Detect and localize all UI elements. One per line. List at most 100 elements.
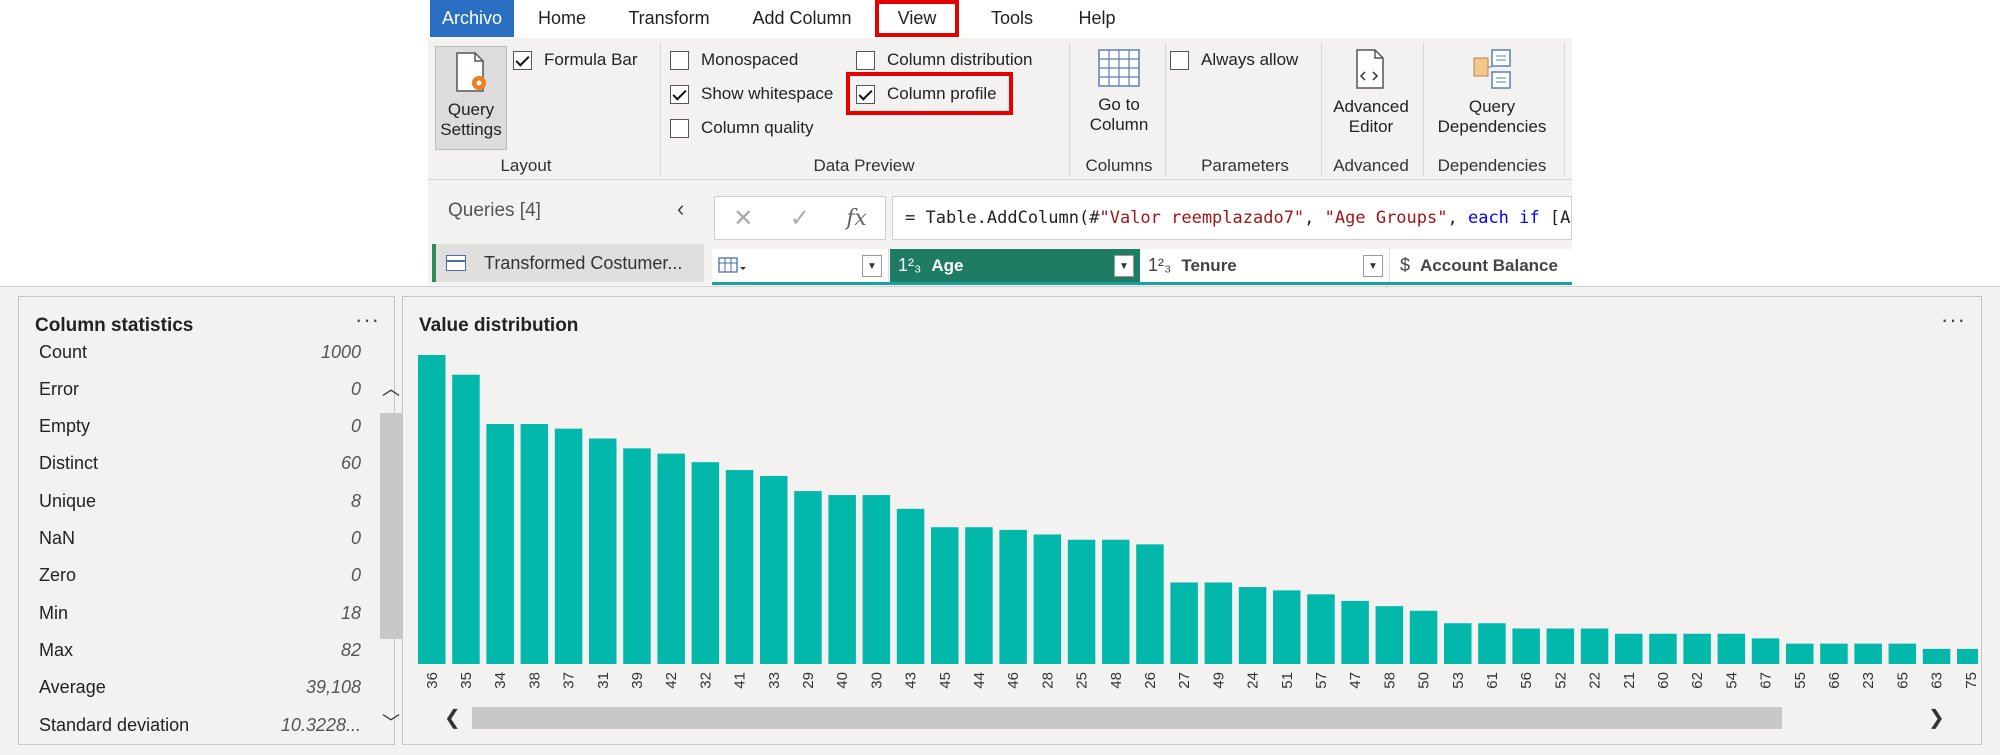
- checkbox-icon[interactable]: [670, 50, 689, 70]
- column-header-tenure[interactable]: 1²₃ Tenure ▼: [1140, 249, 1390, 282]
- fx-icon[interactable]: fx: [846, 205, 867, 231]
- bar-57[interactable]: [1307, 594, 1335, 664]
- bar-33[interactable]: [760, 475, 788, 664]
- advanced-editor-button[interactable]: Advanced Editor: [1326, 46, 1416, 150]
- bar-26[interactable]: [1136, 544, 1164, 664]
- vertical-scrollbar[interactable]: ︿ ﹀: [380, 367, 402, 747]
- tab-help[interactable]: Help: [1078, 8, 1116, 28]
- bar-66[interactable]: [1820, 643, 1848, 664]
- bar-47[interactable]: [1341, 600, 1369, 664]
- bar-51[interactable]: [1273, 590, 1301, 664]
- chevron-up-icon[interactable]: ︿: [382, 379, 400, 399]
- checkbox-icon[interactable]: [1170, 50, 1189, 70]
- table-menu-button[interactable]: [712, 249, 752, 282]
- chevron-right-icon[interactable]: ❯: [1928, 707, 1945, 729]
- monospaced-checkbox[interactable]: Monospaced: [670, 48, 798, 72]
- bar-50[interactable]: [1409, 610, 1438, 664]
- bar-24[interactable]: [1238, 587, 1267, 664]
- bar-43[interactable]: [896, 508, 925, 664]
- bar-62[interactable]: [1683, 633, 1711, 664]
- bar-42[interactable]: [657, 453, 685, 664]
- bar-55[interactable]: [1786, 643, 1814, 664]
- formula-bar-checkbox[interactable]: Formula Bar: [513, 48, 638, 72]
- x-tick-label: 42: [663, 672, 680, 689]
- bar-28[interactable]: [1033, 534, 1062, 664]
- column-profile-checkbox[interactable]: Column profile: [856, 82, 997, 106]
- x-tick-label: 33: [766, 672, 783, 689]
- go-to-column-button[interactable]: Go to Column: [1078, 46, 1160, 150]
- tab-view[interactable]: View: [875, 0, 959, 37]
- column-header-age[interactable]: 1²₃ Age ▼: [890, 249, 1140, 282]
- formula-input[interactable]: = Table.AddColumn(#"Valor reemplazado7",…: [892, 196, 1572, 240]
- bar-27[interactable]: [1170, 582, 1198, 664]
- bar-48[interactable]: [1102, 539, 1130, 664]
- bar-37[interactable]: [554, 428, 583, 664]
- scroll-thumb[interactable]: [380, 413, 402, 639]
- bar-41[interactable]: [725, 470, 754, 664]
- column-header-account-balance[interactable]: $ Account Balance: [1392, 249, 1572, 282]
- bar-56[interactable]: [1512, 628, 1540, 664]
- confirm-icon[interactable]: ✓: [789, 204, 810, 232]
- chevron-down-icon[interactable]: ﹀: [382, 713, 400, 733]
- bar-31[interactable]: [589, 438, 617, 664]
- always-allow-label: Always allow: [1201, 50, 1299, 69]
- bar-22[interactable]: [1580, 628, 1609, 664]
- tab-home[interactable]: Home: [537, 8, 586, 28]
- bar-63[interactable]: [1922, 648, 1951, 664]
- cancel-icon[interactable]: ✕: [733, 204, 754, 232]
- bar-25[interactable]: [1067, 539, 1096, 664]
- bar-40[interactable]: [828, 495, 856, 664]
- bar-61[interactable]: [1478, 623, 1506, 664]
- bar-39[interactable]: [623, 448, 651, 664]
- stat-row: Unique 8: [39, 486, 361, 516]
- tab-tools[interactable]: Tools: [990, 8, 1034, 28]
- scroll-thumb[interactable]: [472, 707, 1782, 729]
- dropdown-icon[interactable]: ▼: [1114, 255, 1134, 277]
- bar-53[interactable]: [1444, 623, 1472, 664]
- column-distribution-checkbox[interactable]: Column distribution: [856, 48, 1033, 72]
- collapse-chevron-icon[interactable]: ‹: [677, 196, 685, 221]
- bar-32[interactable]: [691, 462, 720, 664]
- bar-46[interactable]: [999, 529, 1027, 664]
- checkbox-icon[interactable]: [856, 84, 875, 104]
- checkbox-icon[interactable]: [670, 84, 689, 104]
- checkbox-icon[interactable]: [856, 50, 875, 70]
- checkbox-icon[interactable]: [513, 50, 532, 70]
- query-settings-button[interactable]: Query Settings: [435, 46, 507, 150]
- bar-65[interactable]: [1888, 643, 1917, 664]
- tab-transform[interactable]: Transform: [628, 8, 710, 28]
- bar-45[interactable]: [931, 527, 959, 664]
- tab-archivo[interactable]: Archivo: [430, 0, 514, 37]
- always-allow-checkbox[interactable]: Always allow: [1170, 48, 1298, 72]
- query-item[interactable]: Transformed Costumer...: [432, 244, 704, 282]
- bar-35[interactable]: [452, 374, 480, 664]
- dropdown-icon[interactable]: ▼: [1363, 255, 1383, 277]
- checkbox-icon[interactable]: [670, 118, 689, 138]
- bar-34[interactable]: [486, 424, 514, 664]
- dropdown-icon[interactable]: ▼: [862, 255, 882, 277]
- bar-58[interactable]: [1375, 606, 1404, 664]
- bar-49[interactable]: [1204, 582, 1233, 664]
- bar-75[interactable]: [1957, 648, 1978, 664]
- bar-60[interactable]: [1649, 633, 1677, 664]
- bar-52[interactable]: [1546, 628, 1575, 664]
- tab-add-column[interactable]: Add Column: [752, 8, 852, 28]
- show-whitespace-checkbox[interactable]: Show whitespace: [670, 82, 833, 106]
- more-options-icon[interactable]: ···: [355, 307, 380, 332]
- bar-38[interactable]: [520, 424, 549, 664]
- bar-54[interactable]: [1717, 633, 1746, 664]
- chevron-left-icon[interactable]: ❮: [444, 707, 461, 729]
- column-quality-checkbox[interactable]: Column quality: [670, 116, 813, 140]
- more-options-icon[interactable]: ···: [1941, 307, 1966, 332]
- column-header-blank[interactable]: ▼: [752, 249, 889, 282]
- bar-30[interactable]: [862, 495, 891, 664]
- bar-23[interactable]: [1854, 643, 1882, 664]
- bar-36[interactable]: [418, 355, 446, 664]
- x-tick-label: 56: [1518, 672, 1535, 689]
- horizontal-scrollbar[interactable]: ❮ ❯: [440, 705, 1975, 731]
- bar-21[interactable]: [1615, 633, 1643, 664]
- query-dependencies-button[interactable]: Query Dependencies: [1428, 46, 1556, 150]
- bar-29[interactable]: [794, 491, 822, 664]
- bar-67[interactable]: [1751, 638, 1780, 664]
- bar-44[interactable]: [965, 527, 993, 664]
